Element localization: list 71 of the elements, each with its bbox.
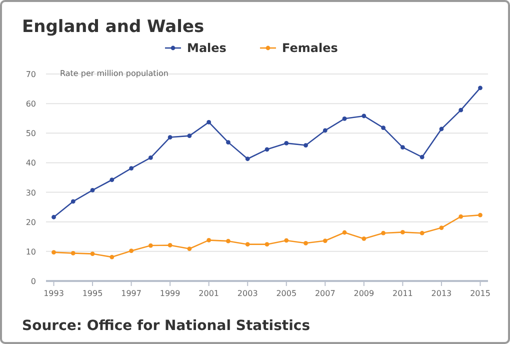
point	[148, 243, 153, 248]
x-tick-label: 2007	[314, 289, 336, 298]
y-tick-label: 30	[26, 188, 36, 198]
point	[400, 145, 405, 150]
point	[52, 214, 56, 220]
point	[458, 108, 464, 112]
point	[245, 242, 250, 247]
point	[439, 126, 444, 132]
chart-title: England and Wales	[22, 17, 204, 37]
x-tick-label: 2001	[198, 289, 220, 298]
point	[226, 140, 230, 145]
point	[70, 199, 76, 204]
point	[420, 230, 424, 236]
point	[284, 140, 289, 146]
x-tick-label: 1999	[160, 289, 180, 298]
point	[400, 230, 405, 234]
point	[458, 214, 464, 219]
point	[168, 135, 172, 140]
x-tick-label: 1993	[44, 289, 64, 298]
point	[342, 230, 347, 235]
point	[362, 114, 366, 118]
point	[304, 143, 308, 148]
point	[110, 178, 114, 182]
point	[381, 126, 386, 130]
point	[284, 238, 289, 243]
point	[129, 248, 134, 254]
point	[381, 230, 386, 236]
point	[226, 238, 230, 244]
x-tick-label: 2003	[237, 289, 258, 298]
point	[168, 243, 172, 248]
point	[52, 250, 56, 255]
y-tick-label: 0	[30, 277, 36, 286]
y-tick-label: 50	[26, 129, 36, 138]
point	[110, 254, 114, 260]
point	[187, 134, 192, 138]
point	[206, 238, 212, 242]
y-tick-label: 20	[26, 218, 36, 227]
point	[362, 236, 366, 241]
x-tick-label: 1997	[121, 289, 142, 298]
x-tick-label: 2013	[431, 289, 452, 298]
point	[439, 226, 444, 230]
point	[342, 116, 347, 121]
y-tick-label: 70	[26, 70, 36, 79]
x-tick-label: 2005	[276, 289, 297, 298]
y-tick-label: 40	[26, 158, 36, 168]
point	[322, 238, 328, 243]
point	[129, 166, 134, 171]
y-axis-title: Rate per million population	[60, 69, 168, 78]
y-tick-label: 60	[26, 100, 36, 109]
point	[148, 155, 153, 160]
x-tick-label: 2009	[354, 289, 374, 298]
y-tick-label: 10	[26, 247, 36, 256]
x-tick-label: 1995	[82, 289, 103, 298]
source-note: Source: Office for National Statistics	[22, 318, 310, 334]
x-tick-label: 2015	[470, 289, 490, 298]
point	[90, 188, 95, 192]
point	[245, 156, 250, 162]
point	[304, 240, 308, 246]
point	[187, 246, 192, 251]
point	[478, 86, 482, 90]
point	[264, 242, 270, 247]
legend-label: Females	[282, 41, 338, 55]
point	[478, 212, 482, 218]
legend-label: Males	[187, 41, 226, 55]
point	[70, 251, 76, 256]
point	[420, 154, 424, 160]
point	[322, 128, 328, 133]
x-tick-label: 2011	[392, 289, 413, 298]
point	[206, 120, 212, 124]
point	[90, 252, 95, 256]
point	[264, 147, 270, 152]
